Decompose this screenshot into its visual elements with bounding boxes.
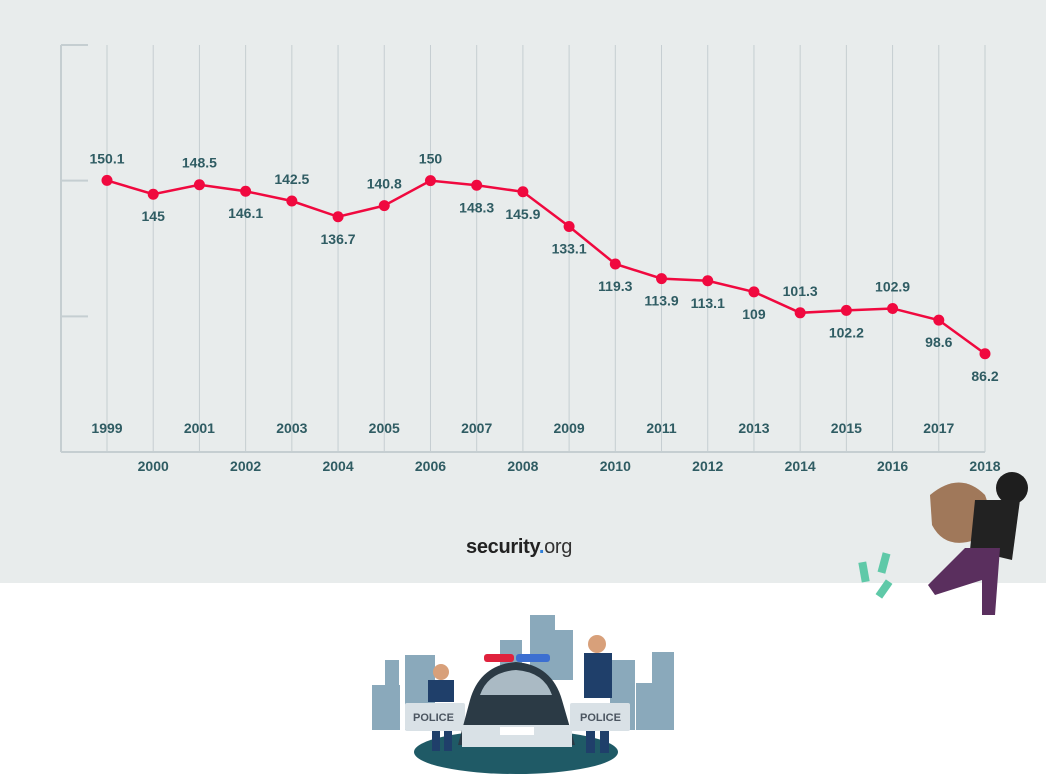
police-officer-right	[584, 635, 612, 753]
x-tick-label: 2017	[923, 420, 954, 436]
data-point	[193, 179, 205, 191]
data-label: 146.1	[228, 205, 263, 221]
x-tick-label: 2014	[785, 458, 816, 474]
x-tick-label: 2002	[230, 458, 261, 474]
x-tick-label: 2012	[692, 458, 723, 474]
data-label: 113.9	[644, 293, 678, 309]
x-tick-label: 2000	[138, 458, 169, 474]
data-point	[933, 314, 945, 326]
data-point	[332, 211, 344, 223]
data-point	[656, 273, 668, 285]
data-label: 86.2	[971, 368, 998, 384]
data-point	[424, 175, 436, 187]
police-officer-left	[428, 664, 454, 751]
police-text-right: POLICE	[580, 712, 621, 724]
data-point	[378, 200, 390, 212]
data-label: 145.9	[505, 206, 540, 222]
data-label: 102.2	[829, 324, 864, 340]
data-label: 142.5	[274, 171, 309, 187]
x-tick-label: 2008	[507, 458, 538, 474]
siren-blue	[516, 654, 550, 662]
data-label: 133.1	[552, 241, 587, 257]
data-point	[748, 286, 760, 298]
car-door-right	[570, 703, 630, 731]
data-label: 102.9	[875, 278, 910, 294]
x-tick-label: 2010	[600, 458, 631, 474]
data-line	[106, 179, 986, 355]
x-tick-label: 2011	[646, 420, 677, 436]
data-point	[840, 304, 852, 316]
x-tick-label: 2007	[461, 420, 492, 436]
x-tick-label: 2003	[276, 420, 307, 436]
data-label: 148.3	[459, 199, 494, 215]
data-label: 113.1	[691, 295, 725, 311]
data-point	[286, 195, 298, 207]
data-label: 109	[742, 306, 766, 322]
data-point	[147, 188, 159, 200]
ground-shadow	[414, 730, 618, 774]
data-point	[517, 186, 529, 198]
license-plate	[500, 727, 534, 735]
data-label: 136.7	[321, 231, 356, 247]
data-point	[887, 302, 899, 314]
data-point	[240, 185, 252, 197]
x-tick-label: 1999	[91, 420, 122, 436]
siren-red	[484, 654, 514, 662]
car-windshield	[480, 670, 552, 695]
data-label: 150	[419, 151, 443, 167]
data-point	[702, 275, 714, 287]
data-label: 98.6	[925, 334, 952, 350]
data-point	[794, 307, 806, 319]
data-label: 150.1	[89, 150, 124, 166]
data-point	[609, 258, 621, 270]
city-skyline	[372, 615, 674, 730]
x-tick-label: 2004	[322, 458, 353, 474]
data-point	[563, 221, 575, 233]
x-tick-label: 2015	[831, 420, 862, 436]
x-tick-label: 2006	[415, 458, 446, 474]
data-label: 119.3	[598, 278, 632, 294]
car-body	[458, 662, 575, 745]
data-point	[101, 174, 113, 186]
logo-tld: org	[544, 536, 573, 558]
x-tick-label: 2009	[554, 420, 585, 436]
logo-word: security	[466, 536, 539, 558]
x-tick-label: 2013	[738, 420, 769, 436]
security-org-logo: security.org	[466, 536, 572, 559]
data-label: 148.5	[182, 155, 217, 171]
x-tick-label: 2016	[877, 458, 908, 474]
car-door-left	[405, 703, 465, 731]
car-bumper	[462, 725, 572, 747]
data-label: 145	[142, 208, 166, 224]
data-label: 140.8	[367, 176, 402, 192]
x-tick-label: 2005	[369, 420, 400, 436]
logo-dot: .	[538, 536, 545, 558]
police-text-left: POLICE	[413, 712, 454, 724]
data-point	[471, 179, 483, 191]
data-label: 101.3	[783, 283, 818, 299]
line-chart: 1999 2000 2001 2002 2003 2004 2005 2006 2007 2008…	[60, 44, 1001, 474]
x-tick-label: 2018	[969, 458, 1000, 474]
data-point	[979, 348, 991, 360]
x-tick-label: 2001	[184, 420, 215, 436]
